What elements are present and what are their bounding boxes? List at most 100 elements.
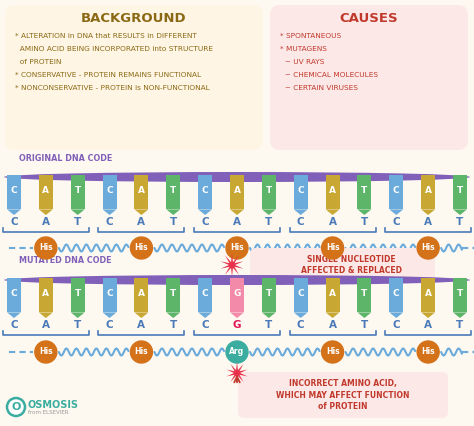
Text: OSMOSIS: OSMOSIS bbox=[28, 400, 79, 410]
Bar bbox=[230, 278, 244, 312]
Text: A: A bbox=[137, 320, 146, 330]
Text: A: A bbox=[42, 320, 50, 330]
Text: A: A bbox=[424, 217, 432, 227]
Text: T: T bbox=[74, 320, 82, 330]
Text: * SPONTANEOUS: * SPONTANEOUS bbox=[280, 33, 341, 39]
Text: T: T bbox=[265, 217, 273, 227]
Polygon shape bbox=[262, 312, 276, 318]
Bar bbox=[453, 278, 467, 312]
Bar bbox=[198, 278, 212, 312]
Text: A: A bbox=[328, 217, 337, 227]
Text: T: T bbox=[456, 320, 464, 330]
Text: C: C bbox=[106, 289, 113, 298]
Polygon shape bbox=[326, 312, 339, 318]
Text: * CONSERVATIVE - PROTEIN REMAINS FUNCTIONAL: * CONSERVATIVE - PROTEIN REMAINS FUNCTIO… bbox=[15, 72, 201, 78]
Circle shape bbox=[417, 341, 439, 363]
Circle shape bbox=[226, 237, 248, 259]
Text: His: His bbox=[39, 244, 53, 253]
Text: T: T bbox=[74, 186, 81, 195]
Text: C: C bbox=[297, 320, 304, 330]
Text: T: T bbox=[170, 289, 176, 298]
Text: His: His bbox=[421, 244, 435, 253]
Text: C: C bbox=[11, 186, 18, 195]
Bar bbox=[198, 175, 212, 210]
Text: A: A bbox=[138, 186, 145, 195]
Text: A: A bbox=[42, 217, 50, 227]
Bar bbox=[135, 278, 148, 312]
Bar bbox=[7, 278, 21, 312]
Text: of PROTEIN: of PROTEIN bbox=[15, 59, 61, 65]
Text: ~ UV RAYS: ~ UV RAYS bbox=[280, 59, 324, 65]
Circle shape bbox=[130, 237, 153, 259]
FancyBboxPatch shape bbox=[270, 5, 468, 150]
Text: * MUTAGENS: * MUTAGENS bbox=[280, 46, 327, 52]
Text: SINGLE NUCLEOTIDE
AFFECTED & REPLACED: SINGLE NUCLEOTIDE AFFECTED & REPLACED bbox=[301, 255, 402, 275]
Polygon shape bbox=[389, 210, 403, 215]
Text: C: C bbox=[106, 320, 113, 330]
Text: C: C bbox=[297, 217, 304, 227]
Text: C: C bbox=[202, 289, 209, 298]
Text: A: A bbox=[234, 186, 240, 195]
Text: C: C bbox=[106, 186, 113, 195]
Bar bbox=[71, 175, 85, 210]
Text: A: A bbox=[425, 289, 432, 298]
Text: C: C bbox=[393, 289, 400, 298]
Text: His: His bbox=[135, 244, 148, 253]
Bar bbox=[326, 278, 339, 312]
Polygon shape bbox=[166, 312, 180, 318]
Text: T: T bbox=[361, 217, 368, 227]
Polygon shape bbox=[453, 210, 467, 215]
Bar bbox=[294, 278, 308, 312]
FancyBboxPatch shape bbox=[5, 5, 263, 150]
Bar bbox=[389, 278, 403, 312]
Text: A: A bbox=[329, 186, 336, 195]
Circle shape bbox=[417, 237, 439, 259]
Text: O: O bbox=[11, 402, 21, 412]
Text: * NONCONSERVATIVE - PROTEIN is NON-FUNCTIONAL: * NONCONSERVATIVE - PROTEIN is NON-FUNCT… bbox=[15, 85, 210, 91]
Polygon shape bbox=[102, 312, 117, 318]
Bar bbox=[262, 278, 276, 312]
Text: INCORRECT AMINO ACID,
WHICH MAY AFFECT FUNCTION
of PROTEIN: INCORRECT AMINO ACID, WHICH MAY AFFECT F… bbox=[276, 379, 410, 411]
Text: A: A bbox=[138, 289, 145, 298]
Bar bbox=[326, 175, 339, 210]
Bar bbox=[262, 175, 276, 210]
Circle shape bbox=[35, 341, 57, 363]
Text: His: His bbox=[39, 348, 53, 357]
Text: A: A bbox=[424, 320, 432, 330]
Text: His: His bbox=[135, 348, 148, 357]
Bar bbox=[357, 278, 372, 312]
Text: C: C bbox=[106, 217, 113, 227]
Circle shape bbox=[226, 341, 248, 363]
Polygon shape bbox=[389, 312, 403, 318]
Text: AMINO ACID BEING INCORPORATED into STRUCTURE: AMINO ACID BEING INCORPORATED into STRUC… bbox=[15, 46, 213, 52]
Text: C: C bbox=[201, 320, 209, 330]
Text: T: T bbox=[265, 320, 273, 330]
Bar bbox=[166, 278, 180, 312]
Text: * ALTERATION in DNA that RESULTS in DIFFERENT: * ALTERATION in DNA that RESULTS in DIFF… bbox=[15, 33, 197, 39]
Text: A: A bbox=[425, 186, 432, 195]
Polygon shape bbox=[230, 312, 244, 318]
Polygon shape bbox=[453, 312, 467, 318]
Polygon shape bbox=[198, 312, 212, 318]
Polygon shape bbox=[421, 210, 435, 215]
Text: A: A bbox=[328, 320, 337, 330]
Text: A: A bbox=[42, 186, 49, 195]
Text: T: T bbox=[170, 217, 177, 227]
Polygon shape bbox=[102, 210, 117, 215]
Polygon shape bbox=[7, 210, 21, 215]
Text: G: G bbox=[233, 320, 241, 330]
Bar bbox=[294, 175, 308, 210]
Polygon shape bbox=[421, 312, 435, 318]
Polygon shape bbox=[39, 312, 53, 318]
Text: T: T bbox=[361, 320, 368, 330]
Text: C: C bbox=[392, 217, 400, 227]
Text: His: His bbox=[326, 348, 339, 357]
Text: T: T bbox=[361, 186, 367, 195]
Polygon shape bbox=[39, 210, 53, 215]
Text: T: T bbox=[266, 186, 272, 195]
Ellipse shape bbox=[4, 172, 470, 182]
Polygon shape bbox=[326, 210, 339, 215]
Polygon shape bbox=[71, 210, 85, 215]
Text: Arg: Arg bbox=[229, 348, 245, 357]
Text: T: T bbox=[170, 186, 176, 195]
